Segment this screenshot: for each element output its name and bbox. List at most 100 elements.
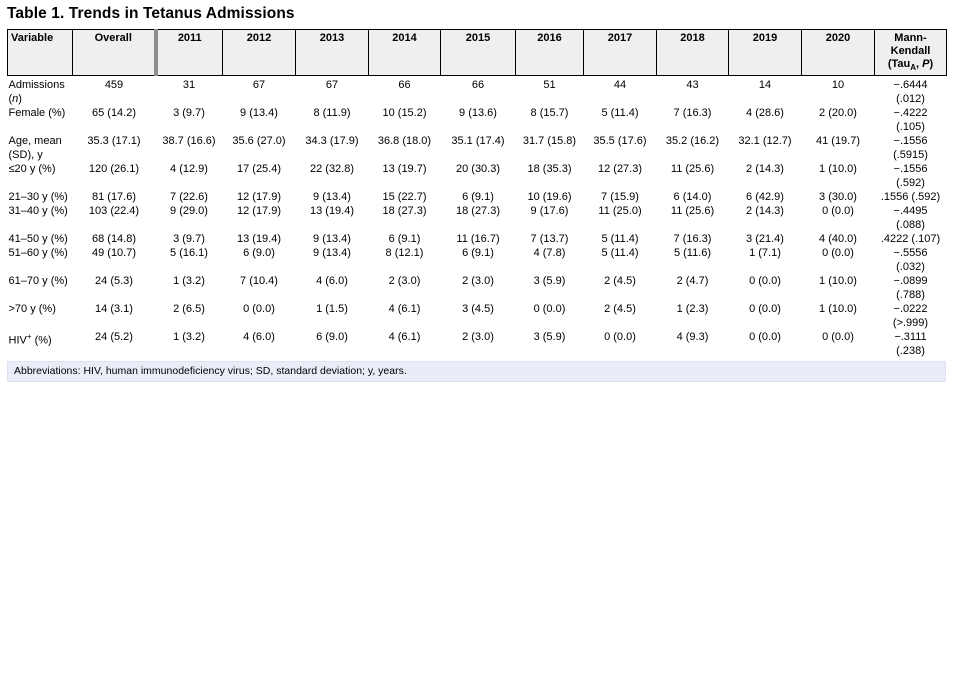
value-cell: 15 (22.7) xyxy=(382,191,427,204)
value-cell: 0 (0.0) xyxy=(822,247,854,260)
value-cell: 43 xyxy=(686,79,699,92)
value-cell: 7 (13.7) xyxy=(530,233,569,246)
value-cell: 3 (5.9) xyxy=(533,331,566,344)
value-cell: 65 (14.2) xyxy=(91,107,137,120)
value-cell: 9 (13.4) xyxy=(313,233,351,246)
value-cell: 67 xyxy=(252,79,266,92)
mann-kendall-cell: −.6444 (.012) xyxy=(893,79,928,106)
value-cell: 12 (17.9) xyxy=(236,191,282,204)
value-cell: 51 xyxy=(543,79,556,92)
value-cell: 0 (0.0) xyxy=(749,275,781,288)
table-row: HIV+ (%) 24 (5.2) 1 (3.2) 4 (6.0) 6 (9.0) 4 (… xyxy=(8,330,947,358)
value-cell: 24 (5.3) xyxy=(95,275,133,288)
value-cell: 9 (17.6) xyxy=(530,205,569,218)
row-label: Age, mean (SD), y xyxy=(8,135,62,162)
value-cell: 5 (11.6) xyxy=(673,247,712,260)
value-cell: 3 (4.5) xyxy=(462,303,494,316)
tetanus-admissions-table: Variable Overall 2011 2012 2013 2014 2015 2016 2… xyxy=(7,28,947,359)
value-cell: 12 (17.9) xyxy=(236,205,282,218)
value-cell: 7 (10.4) xyxy=(240,275,278,288)
value-cell: 22 (32.8) xyxy=(309,163,355,176)
value-cell: 6 (9.1) xyxy=(462,191,494,204)
row-label: 31–40 y (%) xyxy=(8,205,68,218)
value-cell: 2 (14.3) xyxy=(746,163,784,176)
value-cell: 6 (14.0) xyxy=(673,191,712,204)
value-cell: 11 (25.6) xyxy=(670,163,715,176)
value-cell: 20 (30.3) xyxy=(455,163,501,176)
table-row: 51–60 y (%) 49 (10.7) 5 (16.1) 6 (9.0) 9 (13… xyxy=(8,246,947,274)
value-cell: 12 (27.3) xyxy=(597,163,643,176)
value-cell: 14 (3.1) xyxy=(95,303,133,316)
value-cell: 10 xyxy=(831,79,845,92)
value-cell: 1 (2.3) xyxy=(676,303,709,316)
header-row: Variable Overall 2011 2012 2013 2014 2015 2016 2… xyxy=(7,28,947,77)
value-cell: 1 (3.2) xyxy=(173,275,205,288)
mann-kendall-cell: .4222 (.107) xyxy=(880,233,941,246)
value-cell: 0 (0.0) xyxy=(533,303,566,316)
mann-kendall-cell: −.3111 (.238) xyxy=(894,331,927,358)
value-cell: 32.1 (12.7) xyxy=(738,135,792,148)
value-cell: 68 (14.8) xyxy=(91,233,137,246)
value-cell: 13 (19.7) xyxy=(382,163,427,176)
table-body: Admissions (n) 459 31 67 67 66 66 51 44 43 14 10 −.64… xyxy=(8,76,947,359)
table-row: 31–40 y (%) 103 (22.4) 9 (29.0) 12 (17.9) 13… xyxy=(8,204,947,232)
value-cell: 31.7 (15.8) xyxy=(522,135,577,148)
value-cell: 35.5 (17.6) xyxy=(593,135,647,148)
value-cell: 4 (7.8) xyxy=(533,247,566,260)
column-header: Mann- Kendall (TauA, P) xyxy=(874,28,947,77)
value-cell: 10 (19.6) xyxy=(527,191,572,204)
value-cell: 1 (3.2) xyxy=(173,331,205,344)
value-cell: 0 (0.0) xyxy=(822,331,854,344)
value-cell: 35.2 (16.2) xyxy=(665,135,720,148)
row-label: 51–60 y (%) xyxy=(8,247,68,260)
value-cell: 1 (7.1) xyxy=(749,247,781,260)
row-label: 41–50 y (%) xyxy=(8,233,68,246)
value-cell: 11 (25.6) xyxy=(670,205,715,218)
column-header: 2011 xyxy=(153,28,223,77)
value-cell: 17 (25.4) xyxy=(236,163,282,176)
table-title: Table 1. Trends in Tetanus Admissions xyxy=(7,5,295,22)
mann-kendall-cell: −.0222 (>.999) xyxy=(892,303,929,330)
value-cell: 4 (28.6) xyxy=(746,107,784,120)
value-cell: 14 xyxy=(758,79,772,92)
value-cell: 49 (10.7) xyxy=(91,247,137,260)
value-cell: 2 (4.5) xyxy=(604,275,636,288)
value-cell: 66 xyxy=(471,79,485,92)
row-label: 61–70 y (%) xyxy=(8,275,68,288)
table-row: >70 y (%) 14 (3.1) 2 (6.5) 0 (0.0) 1 (1.5) 4 … xyxy=(8,302,947,330)
value-cell: 1 (10.0) xyxy=(819,303,857,316)
value-cell: 459 xyxy=(104,79,124,92)
value-cell: 1 (1.5) xyxy=(316,303,348,316)
value-cell: 4 (6.1) xyxy=(388,303,421,316)
value-cell: 18 (27.3) xyxy=(382,205,427,218)
value-cell: 9 (29.0) xyxy=(170,205,208,218)
value-cell: 2 (4.7) xyxy=(676,275,709,288)
value-cell: 9 (13.4) xyxy=(313,247,351,260)
value-cell: 7 (16.3) xyxy=(673,107,712,120)
value-cell: 6 (9.1) xyxy=(388,233,421,246)
column-header: 2017 xyxy=(583,28,657,77)
value-cell: 9 (13.4) xyxy=(313,191,351,204)
value-cell: 2 (20.0) xyxy=(819,107,857,120)
value-cell: 3 (9.7) xyxy=(173,233,205,246)
table-row: 21–30 y (%) 81 (17.6) 7 (22.6) 12 (17.9) 9 (… xyxy=(8,190,947,204)
value-cell: 11 (25.0) xyxy=(598,205,642,218)
value-cell: 3 (30.0) xyxy=(819,191,857,204)
table-row: 41–50 y (%) 68 (14.8) 3 (9.7) 13 (19.4) 9 (1… xyxy=(8,232,947,246)
value-cell: 1 (10.0) xyxy=(819,163,857,176)
value-cell: 8 (12.1) xyxy=(385,247,424,260)
value-cell: 2 (6.5) xyxy=(173,303,205,316)
value-cell: 5 (11.4) xyxy=(601,247,639,260)
value-cell: 41 (19.7) xyxy=(815,135,861,148)
column-header: 2013 xyxy=(295,28,369,77)
table-row: Female (%) 65 (14.2) 3 (9.7) 9 (13.4) 8 (11.… xyxy=(8,106,947,134)
page: Table 1. Trends in Tetanus Admissions Va… xyxy=(7,5,947,383)
value-cell: 38.7 (16.6) xyxy=(162,135,216,148)
value-cell: 24 (5.2) xyxy=(95,331,133,344)
table-row: 61–70 y (%) 24 (5.3) 1 (3.2) 7 (10.4) 4 (6.0… xyxy=(8,274,947,302)
value-cell: 1 (10.0) xyxy=(819,275,857,288)
value-cell: 4 (6.1) xyxy=(388,331,421,344)
table-head: Variable Overall 2011 2012 2013 2014 2015 2016 2… xyxy=(7,28,947,77)
value-cell: 6 (9.0) xyxy=(316,331,348,344)
value-cell: 18 (27.3) xyxy=(455,205,501,218)
